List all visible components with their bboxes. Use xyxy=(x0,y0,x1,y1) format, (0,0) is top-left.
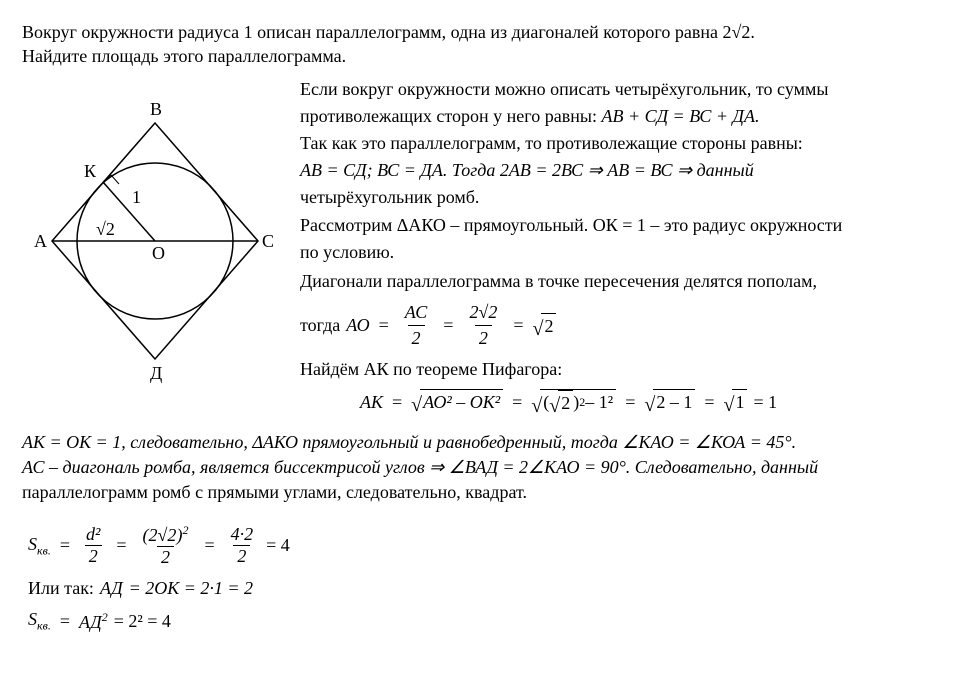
inner-sqrt2: √2 xyxy=(549,390,573,416)
diagram-sqrt2: √2 xyxy=(96,219,115,239)
ad2-label: АД xyxy=(79,612,102,632)
sqrt-1: √ 1 xyxy=(723,389,747,415)
d2-num: d² xyxy=(82,524,104,545)
sol-p6-text: Рассмотрим ΔАКО – прямоугольный. ОК = 1 … xyxy=(300,215,842,235)
sq-exp: 2 xyxy=(182,523,188,537)
lower-p2: АС – диагональ ромба, является биссектри… xyxy=(22,455,942,480)
problem-statement: Вокруг окружности радиуса 1 описан парал… xyxy=(22,20,942,69)
diagram-column: В А С Д К О 1 √2 xyxy=(22,77,292,383)
four-two: 4·2 xyxy=(227,524,258,545)
sol-p8: Диагонали параллелограмма в точке пересе… xyxy=(300,269,942,294)
geometry-diagram: В А С Д К О 1 √2 xyxy=(22,83,284,383)
frac2-num: 2√2 xyxy=(465,300,501,325)
solution-text: Если вокруг окружности можно описать чет… xyxy=(300,77,942,422)
problem-line2: Найдите площадь этого параллелограмма. xyxy=(22,46,346,66)
formula-ak: АК = √ АО² – ОК² = √ (√2)2 – 1² = √ 2 – … xyxy=(360,389,942,416)
paren-inner: 2√2 xyxy=(149,525,177,545)
problem-line1: Вокруг окружности радиуса 1 описан парал… xyxy=(22,22,755,42)
frac-42-2: 4·2 2 xyxy=(227,524,258,567)
eq-3: = xyxy=(513,313,523,338)
sol-p10: Найдём АК по теореме Пифагора: xyxy=(300,357,942,382)
sqrt-ao2-ok2: √ АО² – ОК² xyxy=(411,389,503,415)
sol-p9a: тогда xyxy=(300,313,340,338)
eq-10: = xyxy=(204,535,214,556)
lower-p1: АК = ОК = 1, следовательно, ΔАКО прямоуг… xyxy=(22,430,942,455)
ak-expr4: 1 xyxy=(732,389,747,415)
frac3-den: 2 xyxy=(157,546,174,568)
formula-s-kv-2: Sкв. = АД2 = 2² = 4 xyxy=(28,609,942,634)
sqrt-sqr2-2-1: √ (√2)2 – 1² xyxy=(531,389,616,416)
sol-p7: по условию. xyxy=(300,240,942,265)
sol-p5: четырёхугольник ромб. xyxy=(300,185,942,210)
frac-2sqrt2-2: 2√2 2 xyxy=(465,300,501,351)
ak-expr3: 2 – 1 xyxy=(653,389,695,415)
s-label-2: Sкв. xyxy=(28,609,51,634)
frac-2sqrt2sq-2: (2√2)2 2 xyxy=(139,523,193,568)
diagram-label-d: Д xyxy=(150,363,162,383)
diagram-label-a: А xyxy=(34,231,47,251)
d2-den: 2 xyxy=(85,545,102,567)
ak-expr2: (√2)2 – 1² xyxy=(540,389,616,416)
frac-d2-2: d² 2 xyxy=(82,524,104,567)
ad2-expr: = 2² = 4 xyxy=(114,611,171,632)
eq-5: = xyxy=(512,390,522,415)
s-letter-2: S xyxy=(28,609,37,629)
sol-p4: АВ = СД; ВС = ДА. Тогда 2АВ = 2ВС ⇒ АВ =… xyxy=(300,158,942,183)
s-letter: S xyxy=(28,534,37,554)
sol-p1: Если вокруг окружности можно описать чет… xyxy=(300,77,942,102)
result-4: = 4 xyxy=(266,535,290,556)
two-ok: = 2ОК = 2·1 = 2 xyxy=(129,578,253,599)
diagram-label-o: О xyxy=(152,243,165,263)
ad-label: АД xyxy=(100,578,123,599)
eq-9: = xyxy=(116,535,126,556)
eq-6: = xyxy=(625,390,635,415)
formula-s-kv: Sкв. = d² 2 = (2√2)2 2 = 4·2 2 = 4 xyxy=(28,523,942,568)
sol-p2b: АВ + СД = ВС + ДА. xyxy=(601,106,759,126)
s-label: Sкв. xyxy=(28,534,51,559)
eq-7: = xyxy=(704,390,714,415)
ak-minus1: – 1² xyxy=(585,390,613,415)
diagram-label-c: С xyxy=(262,231,274,251)
paren-2sqrt2: (2√2)2 xyxy=(139,523,193,546)
sol-ao-label: АО xyxy=(346,313,369,338)
inner-sqrt2-body: 2 xyxy=(558,390,573,416)
formula-ao: тогда АО = АС 2 = 2√2 2 = √ 2 xyxy=(300,300,942,351)
sqrt2-body: 2 xyxy=(541,313,556,339)
eq-1: = xyxy=(379,313,389,338)
ak-result: = 1 xyxy=(753,390,777,415)
sol-p2a: противолежащих сторон у него равны: xyxy=(300,106,601,126)
sqrt-2: √ 2 xyxy=(533,313,557,339)
eq-8: = xyxy=(60,535,70,556)
ak-expr1: АО² – ОК² xyxy=(420,389,503,415)
frac1-num: АС xyxy=(401,300,432,325)
ak-label: АК xyxy=(360,390,383,415)
frac1-den: 2 xyxy=(408,325,425,351)
diagram-label-k: К xyxy=(84,161,97,181)
sub-kv-2: кв. xyxy=(37,619,51,633)
or-label: Или так: xyxy=(28,578,94,599)
sqrt-2-1: √ 2 – 1 xyxy=(644,389,695,415)
sol-p6: Рассмотрим ΔАКО – прямоугольный. ОК = 1 … xyxy=(300,213,942,238)
frac2-den: 2 xyxy=(475,325,492,351)
sup-2b: 2 xyxy=(102,610,108,624)
sub-kv: кв. xyxy=(37,543,51,557)
diagram-one: 1 xyxy=(132,187,141,207)
sol-p2: противолежащих сторон у него равны: АВ +… xyxy=(300,104,942,129)
final-formulas: Sкв. = d² 2 = (2√2)2 2 = 4·2 2 = 4 Или т… xyxy=(28,523,942,634)
lower-p3: параллелограмм ромб с прямыми углами, сл… xyxy=(22,480,942,505)
diagram-label-b: В xyxy=(150,99,162,119)
lower-text: АК = ОК = 1, следовательно, ΔАКО прямоуг… xyxy=(22,430,942,506)
frac4-den: 2 xyxy=(233,545,250,567)
formula-or-ad: Или так: АД = 2ОК = 2·1 = 2 xyxy=(28,578,942,599)
eq-4: = xyxy=(392,390,402,415)
eq-11: = xyxy=(60,611,70,632)
top-section: В А С Д К О 1 √2 Если вокруг окружности … xyxy=(22,77,942,422)
eq-2: = xyxy=(443,313,453,338)
frac-ac-2: АС 2 xyxy=(401,300,432,351)
ad-sq: АД2 xyxy=(79,610,108,633)
sol-p3: Так как это параллелограмм, то противоле… xyxy=(300,131,942,156)
